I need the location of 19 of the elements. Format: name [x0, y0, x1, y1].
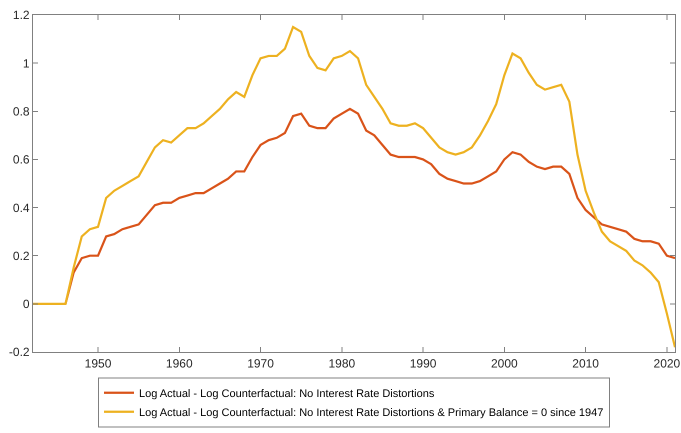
x-tick-label: 1990 [410, 356, 437, 370]
y-tick-label: 1 [22, 56, 30, 70]
y-tick-label: 0.4 [12, 200, 30, 215]
x-tick-label: 1970 [247, 356, 274, 370]
line-series [33, 26, 675, 348]
x-tick-label: 2010 [572, 356, 600, 370]
y-tick-label: -0.2 [8, 345, 30, 360]
x-tick-label: 2000 [490, 356, 518, 370]
y-tick-label: 0.6 [12, 152, 30, 167]
legend-label: Log Actual - Log Counterfactual: No Interest Rate Distortions & Primary Balance = 0 since 1947 [139, 407, 604, 420]
y-tick-label: 0.2 [12, 248, 30, 263]
x-tick-label: 1960 [166, 356, 193, 370]
x-tick-label: 2020 [654, 356, 681, 370]
legend-label: Log Actual - Log Counterfactual: No Interest Rate Distortions [139, 388, 435, 400]
y-tick-label: 0.8 [12, 104, 30, 118]
y-tick-label: 1.2 [12, 8, 30, 22]
x-tick-label: 1950 [84, 356, 112, 370]
y-tick-label: 0 [22, 297, 30, 312]
x-tick-label: 1980 [328, 356, 356, 370]
